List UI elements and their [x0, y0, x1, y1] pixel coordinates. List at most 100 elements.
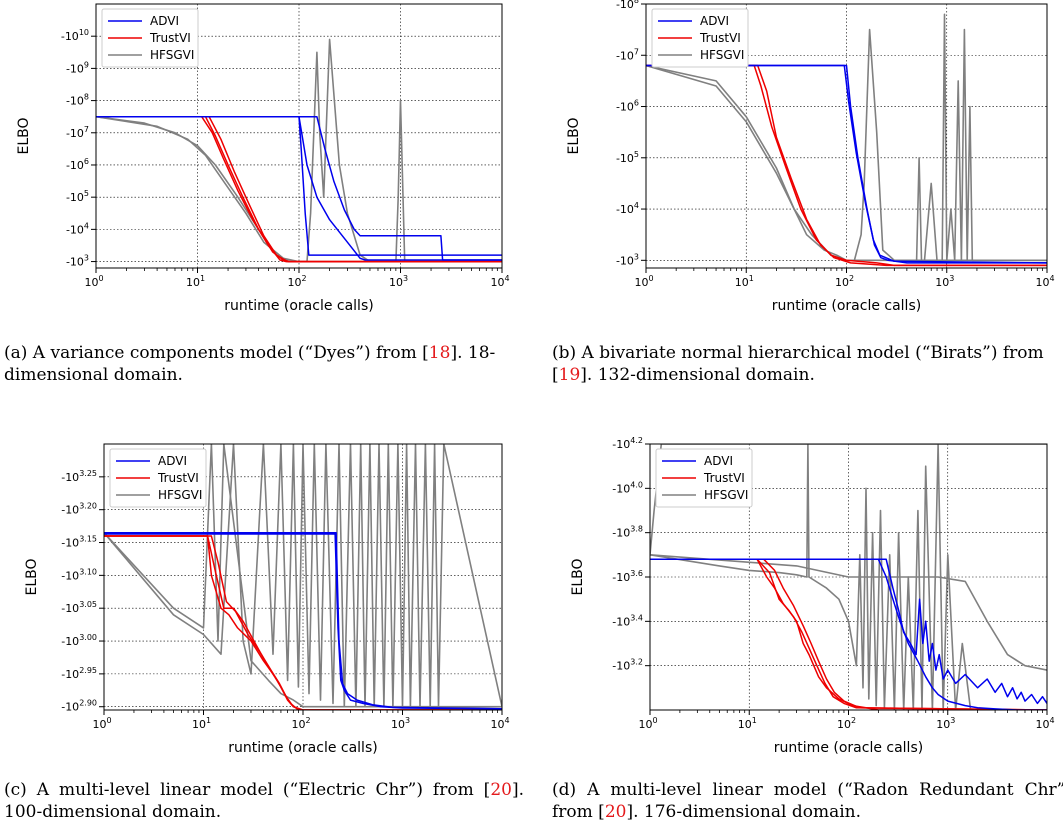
series-line-trustvi: [96, 115, 502, 263]
y-tick-label: -106: [66, 157, 89, 172]
x-tick-label: 102: [835, 274, 854, 289]
x-tick-label: 104: [490, 716, 509, 731]
legend: ADVI TrustVI HFSGVI: [651, 8, 749, 68]
series-line-trustvi: [650, 558, 1047, 710]
x-tick-label: 100: [92, 716, 111, 731]
y-axis-label: ELBO: [24, 558, 40, 595]
citation-link[interactable]: 20: [490, 780, 512, 800]
y-tick-label: -104.2: [612, 436, 643, 451]
legend-box: [101, 8, 199, 68]
y-tick-label: -105: [616, 150, 639, 165]
caption-text: (c) A multi-level linear model (“Electri…: [4, 780, 491, 800]
y-tick-label: -103.20: [61, 502, 97, 517]
x-tick-label: 104: [1035, 274, 1054, 289]
series-line-trustvi: [650, 558, 1047, 710]
caption-text: ]. 176-dimensional domain.: [626, 802, 862, 822]
x-tick-label: 104: [490, 274, 509, 289]
x-tick-label: 100: [634, 274, 653, 289]
x-tick-label: 104: [1035, 716, 1054, 731]
series-group: [650, 444, 1047, 710]
legend-label-hfsgvi: HFSGVI: [700, 48, 744, 62]
chart-c: 100 101 102 103 104 -102.90 -102.95 -103.00 -103…: [24, 443, 510, 756]
caption-text: (d) A multi-level linear model (“Radon R…: [552, 780, 1063, 822]
legend-label-advi: ADVI: [704, 454, 733, 468]
legend-label-advi: ADVI: [150, 14, 179, 28]
caption-c: (c) A multi-level linear model (“Electri…: [4, 779, 524, 823]
x-axis-label: runtime (oracle calls): [772, 298, 921, 314]
series-line-trustvi: [650, 558, 1047, 710]
caption-text: (a) A variance components model (“Dyes”)…: [4, 343, 429, 363]
citation-link[interactable]: 20: [604, 802, 627, 822]
y-tick-label: -103.10: [61, 567, 97, 582]
caption-text: ]. 18-dimensional domain.: [4, 343, 496, 385]
series-line-trustvi: [104, 535, 502, 710]
x-tick-label: 101: [186, 274, 205, 289]
series-line-advi: [646, 64, 1047, 264]
x-tick-label: 102: [287, 274, 306, 289]
x-tick-label: 101: [735, 274, 754, 289]
legend-box: [109, 448, 207, 508]
y-tick-label: -103: [616, 252, 639, 267]
legend-label-trustvi: TrustVI: [703, 471, 745, 485]
series-line-trustvi: [96, 115, 502, 263]
x-axis-label: runtime (oracle calls): [228, 740, 377, 756]
y-tick-label: -106: [616, 99, 639, 114]
legend: ADVI TrustVI HFSGVI: [655, 448, 753, 508]
chart-panel-d: 100 101 102 103 104 -103.2 -103.4 -103.6 -103.8 -…: [550, 432, 1063, 766]
legend-label-hfsgvi: HFSGVI: [150, 48, 194, 62]
x-tick-label: 103: [391, 716, 410, 731]
y-tick-label: -103.4: [612, 613, 643, 628]
series-line-hfsgvi: [650, 444, 1047, 555]
series-line-advi: [104, 531, 502, 710]
y-tick-label: -104.0: [612, 480, 643, 495]
caption-d: (d) A multi-level linear model (“Radon R…: [552, 779, 1063, 823]
x-tick-label: 102: [291, 716, 310, 731]
y-tick-label: -1010: [61, 28, 89, 43]
y-tick-label: -103.6: [612, 569, 643, 584]
caption-text: ]. 132-dimensional domain.: [580, 365, 815, 385]
series-line-hfsgvi: [96, 38, 502, 263]
y-tick-label: -103.2: [612, 658, 643, 673]
legend-label-hfsgvi: HFSGVI: [158, 488, 202, 502]
caption-text: (b) A bivariate normal hierarchical mode…: [552, 343, 1044, 385]
x-tick-label: 102: [837, 716, 856, 731]
caption-b: (b) A bivariate normal hierarchical mode…: [552, 342, 1063, 386]
y-tick-label: -102.90: [61, 699, 97, 714]
x-axis-label: runtime (oracle calls): [774, 740, 923, 756]
legend-label-advi: ADVI: [700, 14, 729, 28]
y-tick-label: -108: [616, 0, 639, 11]
chart-d: 100 101 102 103 104 -103.2 -103.4 -103.6 -103.8 -…: [570, 436, 1055, 756]
y-axis-label: ELBO: [566, 117, 582, 154]
series-line-advi: [650, 558, 1047, 710]
y-tick-label: -104: [616, 201, 639, 216]
series-group: [96, 38, 502, 263]
citation-link[interactable]: 18: [428, 343, 451, 363]
y-tick-label: -107: [66, 125, 89, 140]
series-group: [104, 444, 502, 710]
y-tick-label: -108: [66, 93, 89, 108]
series-line-advi: [96, 115, 502, 261]
y-tick-label: -103.15: [61, 535, 97, 550]
y-tick-label: -105: [66, 189, 89, 204]
legend: ADVI TrustVI HFSGVI: [101, 8, 199, 68]
legend-box: [655, 448, 753, 508]
y-tick-label: -102.95: [61, 666, 97, 681]
y-tick-label: -103.00: [61, 633, 97, 648]
series-line-trustvi: [646, 64, 1047, 267]
citation-link[interactable]: 19: [558, 365, 581, 385]
chart-b: 100 101 102 103 104 -103 -104 -105 -106 -107 -108 r…: [566, 0, 1055, 314]
x-tick-label: 103: [389, 274, 408, 289]
x-tick-label: 103: [935, 274, 954, 289]
series-group: [646, 13, 1047, 267]
chart-panel-b: 100 101 102 103 104 -103 -104 -105 -106 -107 -108 r…: [550, 0, 1063, 334]
y-tick-label: -103.25: [61, 469, 97, 484]
y-tick-label: -103.8: [612, 525, 643, 540]
legend-label-trustvi: TrustVI: [157, 471, 199, 485]
y-tick-label: -103: [66, 254, 89, 269]
chart-panel-c: 100 101 102 103 104 -102.90 -102.95 -103.00 -103…: [0, 432, 520, 766]
x-tick-label: 101: [192, 716, 211, 731]
y-axis-label: ELBO: [16, 117, 32, 154]
series-line-hfsgvi: [104, 444, 502, 708]
x-tick-label: 100: [638, 716, 657, 731]
x-tick-label: 103: [936, 716, 955, 731]
